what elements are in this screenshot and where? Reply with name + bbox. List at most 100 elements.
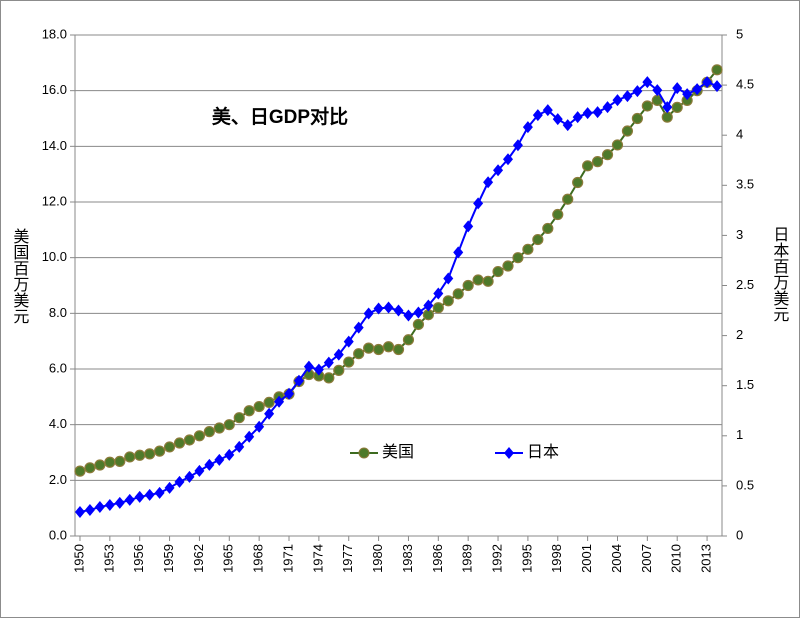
y2-tick-label: 1.5 <box>736 377 754 392</box>
data-point <box>582 160 594 172</box>
data-point <box>453 246 464 259</box>
data-point <box>562 193 574 205</box>
data-point <box>114 455 126 468</box>
data-point <box>711 64 723 76</box>
x-tick-label: 1950 <box>71 544 86 573</box>
data-point <box>203 426 215 438</box>
data-point <box>373 302 384 315</box>
x-tick-label: 1977 <box>340 544 355 573</box>
y-tick-label: 12.0 <box>42 193 67 208</box>
legend-label: 美国 <box>382 443 414 461</box>
x-tick-label: 1983 <box>400 544 415 573</box>
data-point <box>233 412 245 424</box>
data-point <box>622 90 633 103</box>
x-tick-label: 1968 <box>251 544 266 573</box>
data-point <box>572 111 583 124</box>
data-point <box>631 112 643 125</box>
data-point <box>671 101 683 113</box>
data-point <box>333 364 345 376</box>
x-tick-label: 1962 <box>191 544 206 573</box>
data-point <box>532 233 544 246</box>
data-point <box>592 106 603 119</box>
data-point <box>512 252 524 264</box>
plot-area <box>74 34 723 537</box>
data-point <box>552 208 564 221</box>
data-point <box>473 197 484 210</box>
data-point <box>94 500 105 513</box>
x-tick-label: 1986 <box>430 544 445 573</box>
y2-tick-label: 3.5 <box>736 177 754 192</box>
x-tick-label: 2004 <box>609 544 624 573</box>
data-point <box>263 396 275 408</box>
data-point <box>223 419 235 431</box>
data-point <box>662 101 673 114</box>
data-point <box>193 430 206 442</box>
data-point <box>234 440 245 453</box>
data-point <box>284 387 295 400</box>
x-tick-label: 1953 <box>101 544 116 573</box>
data-point <box>602 101 613 114</box>
y2-tick-label: 2.5 <box>736 277 754 292</box>
data-point <box>433 287 444 300</box>
legend-marker <box>504 447 514 459</box>
data-point <box>542 104 553 117</box>
x-tick-label: 1965 <box>221 544 236 573</box>
data-point <box>432 302 444 314</box>
data-point <box>213 422 225 434</box>
data-point <box>343 335 354 348</box>
legend-marker <box>358 447 370 459</box>
data-point <box>144 448 156 460</box>
y-tick-label: 2.0 <box>49 472 67 487</box>
data-point <box>243 405 255 417</box>
y2-tick-label: 3 <box>736 227 743 242</box>
data-point <box>253 400 265 413</box>
data-point <box>353 348 365 360</box>
data-point <box>84 462 96 474</box>
data-point <box>582 107 593 120</box>
data-point <box>194 464 205 477</box>
y-tick-label: 4.0 <box>49 416 67 431</box>
data-point <box>173 437 186 449</box>
data-point <box>702 76 713 89</box>
x-tick-label: 1956 <box>131 544 146 573</box>
data-point <box>134 449 146 461</box>
data-point <box>682 88 693 101</box>
data-point <box>74 465 86 477</box>
x-tick-label: 2007 <box>639 544 654 573</box>
data-point <box>652 84 663 97</box>
data-point <box>612 94 623 107</box>
data-point <box>204 458 215 471</box>
data-point <box>184 470 195 483</box>
data-point <box>363 342 375 354</box>
data-point <box>591 156 604 168</box>
data-point <box>642 76 653 89</box>
data-point <box>313 363 324 376</box>
data-point <box>402 334 415 346</box>
data-point <box>522 121 533 134</box>
data-point <box>522 243 534 255</box>
data-point <box>114 496 125 509</box>
data-point <box>463 220 474 233</box>
data-point <box>144 488 155 501</box>
data-point <box>442 295 454 307</box>
chart-title: 美、日GDP对比 <box>212 105 348 128</box>
y-tick-label: 8.0 <box>49 305 67 320</box>
data-point <box>502 260 514 272</box>
x-tick-label: 1998 <box>549 544 564 573</box>
data-point <box>423 299 434 312</box>
y2-tick-label: 5 <box>736 26 743 41</box>
legend-label: 日本 <box>527 443 559 461</box>
y2-tick-label: 4.5 <box>736 77 754 92</box>
y2-tick-label: 2 <box>736 327 743 342</box>
y-tick-label: 14.0 <box>42 138 67 153</box>
data-point <box>124 451 136 463</box>
y-tick-label: 16.0 <box>42 82 67 97</box>
data-point <box>164 481 175 494</box>
data-point <box>154 445 166 457</box>
data-point <box>134 490 145 503</box>
data-point <box>412 318 425 331</box>
data-point <box>552 113 563 126</box>
data-point <box>124 493 135 506</box>
x-tick-label: 1989 <box>460 544 475 573</box>
data-point <box>443 272 454 285</box>
